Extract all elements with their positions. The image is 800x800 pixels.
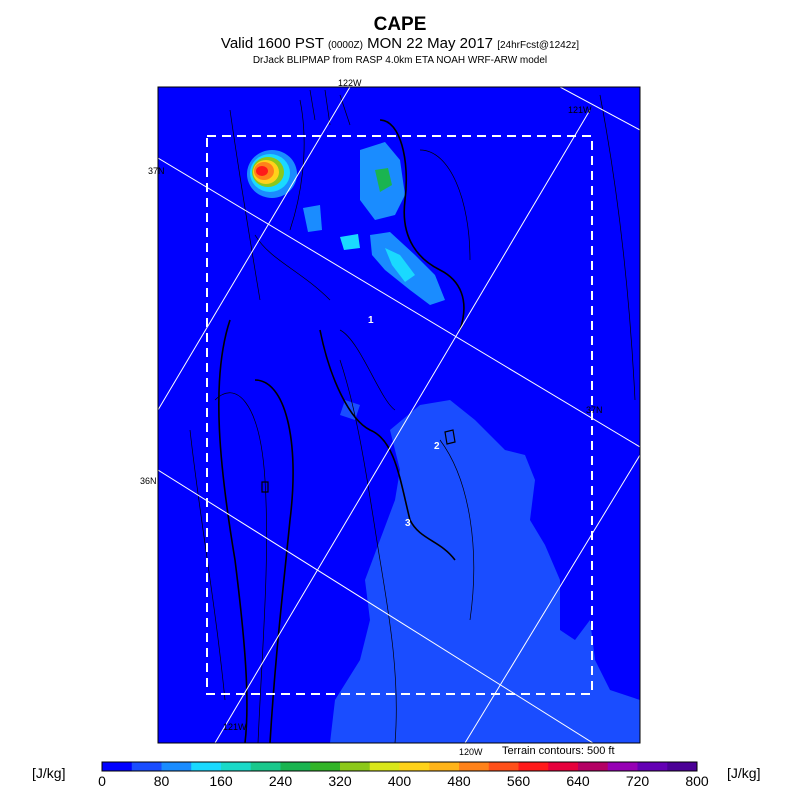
colorbar-swatch xyxy=(518,762,549,771)
colorbar-swatch xyxy=(191,762,222,771)
colorbar-swatch xyxy=(429,762,460,771)
colorbar-swatch xyxy=(161,762,192,771)
colorbar-frame xyxy=(101,761,698,772)
colorbar-tick-label: 80 xyxy=(154,773,170,789)
colorbar-tick-label: 240 xyxy=(269,773,293,789)
colorbar-swatch xyxy=(488,762,519,771)
cape-patch-west xyxy=(303,205,322,232)
colorbar-tick-label: 480 xyxy=(447,773,471,789)
site-label-3: 3 xyxy=(405,518,411,529)
colorbar-swatch xyxy=(667,762,698,771)
site-label-2: 2 xyxy=(434,441,440,452)
lon-label-120w: 120W xyxy=(459,747,483,757)
terrain-note: Terrain contours: 500 ft xyxy=(502,745,615,757)
terrain-contours xyxy=(189,89,636,743)
colorbar-tick-label: 160 xyxy=(209,773,233,789)
lat-label-36n: 36N xyxy=(140,476,157,486)
colorbar-tick-label: 640 xyxy=(566,773,590,789)
cape-max-cell xyxy=(247,150,297,198)
forecast-info: [24hrFcst@1242z] xyxy=(497,40,580,51)
colorbar-unit-right: [J/kg] xyxy=(727,765,761,781)
valid-zulu: (0000Z) xyxy=(327,40,363,51)
colorbar-tick-label: 720 xyxy=(626,773,650,789)
lat-label-37n-east: 37N xyxy=(586,405,603,415)
colorbar-swatch xyxy=(221,762,252,771)
valid-time: Valid 1600 PST (0000Z) MON 22 May 2017 [… xyxy=(0,35,800,52)
lon-label-121w-north: 121W xyxy=(568,105,592,115)
valid-label: Valid 1600 PST xyxy=(220,35,324,52)
cape-cell-core xyxy=(375,168,392,192)
colorbar-tick-label: 560 xyxy=(507,773,531,789)
colorbar-tick-label: 800 xyxy=(685,773,709,789)
colorbar-swatch xyxy=(637,762,668,771)
colorbar-swatch xyxy=(250,762,281,771)
cape-band-core xyxy=(385,248,415,282)
colorbar-swatch xyxy=(578,762,609,771)
colorbar-swatch xyxy=(280,762,311,771)
cape-patch xyxy=(340,234,360,250)
cape-low-region xyxy=(330,400,640,743)
colorbar-swatch xyxy=(102,762,133,771)
colorbar-unit-left: [J/kg] xyxy=(32,765,66,781)
colorbar-swatch xyxy=(459,762,490,771)
colorbar-tick-label: 320 xyxy=(328,773,352,789)
colorbar-swatch xyxy=(131,762,162,771)
forecast-box xyxy=(206,135,593,695)
colorbar-swatch xyxy=(369,762,400,771)
site-label-1: 1 xyxy=(368,315,374,326)
colorbar-swatch xyxy=(310,762,341,771)
lat-label-37n-west: 37N xyxy=(148,166,165,176)
colorbar-swatch xyxy=(607,762,638,771)
colorbar: 0 80 160 240 320 400 480 560 640 720 800 xyxy=(98,761,709,789)
valid-date: MON 22 May 2017 xyxy=(367,35,494,52)
lon-label-121w-south: 121W xyxy=(223,722,247,732)
colorbar-swatch xyxy=(340,762,371,771)
map-title: CAPE xyxy=(373,14,427,35)
colorbar-swatch xyxy=(399,762,430,771)
map-frame xyxy=(157,86,641,744)
colorbar-swatch xyxy=(548,762,579,771)
lon-label-122w: 122W xyxy=(338,78,362,88)
model-source: DrJack BLIPMAP from RASP 4.0km ETA NOAH … xyxy=(252,55,548,66)
colorbar-tick-label: 0 xyxy=(98,773,106,789)
colorbar-tick-label: 400 xyxy=(388,773,412,789)
